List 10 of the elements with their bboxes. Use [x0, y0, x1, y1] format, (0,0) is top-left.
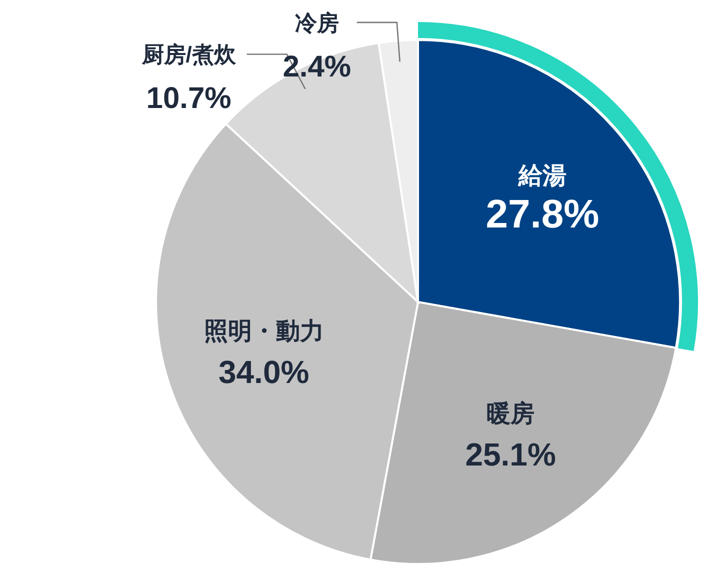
slice-label: 暖房 — [486, 400, 535, 428]
slice-label: 冷房 — [294, 10, 339, 36]
data-label: 34.0% — [218, 354, 310, 390]
data-label: 25.1% — [465, 436, 556, 472]
data-label: 10.7% — [146, 82, 232, 116]
slice-label: 厨房/煮炊 — [140, 42, 237, 68]
data-label: 2.4% — [282, 50, 352, 84]
slice-label: 照明・動力 — [204, 318, 324, 346]
data-label: 27.8% — [486, 192, 600, 237]
slice-label: 給湯 — [518, 162, 567, 190]
